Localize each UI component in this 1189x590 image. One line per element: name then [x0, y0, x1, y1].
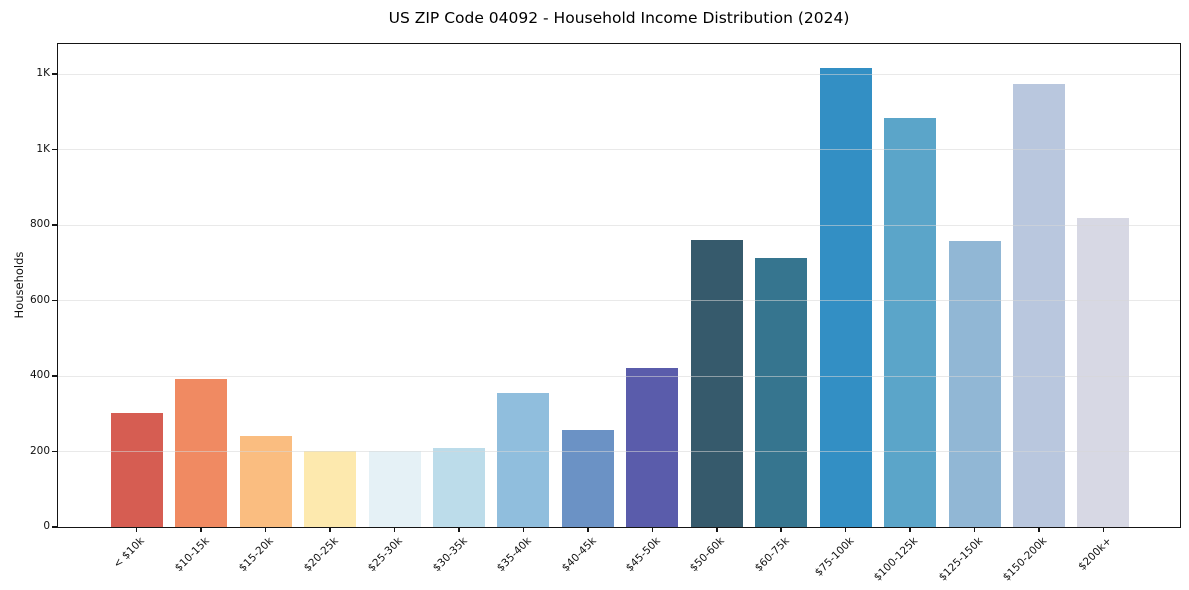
y-tick-mark [51, 450, 57, 453]
x-tick-label: $50-60k [688, 535, 728, 575]
bar-30-35k [432, 447, 485, 527]
bar-45-50k [626, 368, 679, 527]
x-tick-mark [393, 527, 396, 532]
bar-200k [1077, 218, 1130, 527]
x-tick-label: $150-200k [1000, 535, 1050, 584]
x-tick-label: $125-150k [936, 535, 986, 584]
gridline [58, 451, 1180, 453]
bar-10k [110, 412, 163, 527]
x-tick-mark [587, 527, 589, 532]
bar-75-100k [819, 67, 872, 527]
gridline [58, 73, 1180, 75]
x-tick-mark [716, 527, 718, 532]
y-tick-mark [51, 375, 57, 377]
y-tick-label: 1K [36, 142, 50, 155]
y-axis-label: Households [12, 251, 26, 319]
x-tick-label: $35-40k [494, 535, 534, 575]
bar-40-45k [561, 430, 614, 527]
x-tick-label: $15-20k [237, 535, 277, 575]
bar-150-200k [1013, 84, 1065, 527]
y-tick-mark [51, 526, 57, 528]
x-tick-label: $10-15k [172, 535, 212, 575]
y-tick-label: 400 [29, 369, 50, 382]
y-tick-mark [51, 224, 57, 226]
plot-area [58, 44, 1180, 527]
bar-10-15k [175, 378, 228, 527]
x-tick-mark [522, 527, 525, 532]
gridline [58, 300, 1180, 302]
x-tick-label: $75-100k [812, 535, 857, 579]
gridline [58, 224, 1180, 226]
y-tick-label: 0 [43, 520, 50, 532]
y-tick-label: 200 [29, 444, 50, 457]
x-tick-label: $20-25k [301, 535, 341, 575]
x-tick-mark [458, 527, 460, 532]
bar-25-30k [368, 451, 421, 527]
x-tick-label: $30-35k [430, 535, 470, 575]
x-tick-label: $60-75k [752, 535, 792, 575]
x-tick-mark [973, 527, 976, 532]
x-tick-mark [844, 527, 847, 532]
x-tick-label: $45-50k [623, 535, 663, 575]
x-tick-mark [651, 527, 654, 532]
bar-20-25k [304, 450, 357, 527]
bar-125-150k [948, 240, 1001, 527]
bar-15-20k [239, 436, 292, 527]
x-tick-label: $25-30k [365, 535, 405, 575]
x-tick-mark [780, 527, 782, 532]
x-tick-mark [264, 527, 267, 532]
x-tick-mark [329, 527, 331, 532]
chart-title: US ZIP Code 04092 - Household Income Dis… [388, 9, 850, 27]
x-tick-label: $100-125k [872, 535, 921, 584]
x-tick-mark [1102, 527, 1105, 532]
gridline [58, 149, 1180, 151]
x-tick-label: < $10k [111, 535, 148, 571]
y-tick-label: 1K [36, 67, 50, 80]
x-tick-mark [200, 527, 202, 532]
y-tick-label: 800 [29, 218, 50, 231]
y-tick-mark [51, 73, 57, 75]
y-tick-label: 600 [29, 293, 50, 306]
bar-35-40k [497, 393, 550, 527]
bar-100-125k [884, 117, 937, 527]
gridline [58, 375, 1180, 377]
y-tick-mark [51, 299, 57, 302]
bar-60-75k [755, 257, 808, 527]
x-tick-label: $40-45k [559, 535, 599, 575]
bar-50-60k [690, 239, 743, 527]
y-tick-mark [51, 148, 57, 151]
x-tick-mark [1038, 527, 1040, 532]
x-tick-label: $200k+ [1076, 535, 1114, 573]
x-tick-mark [135, 527, 138, 532]
x-tick-mark [909, 527, 911, 532]
